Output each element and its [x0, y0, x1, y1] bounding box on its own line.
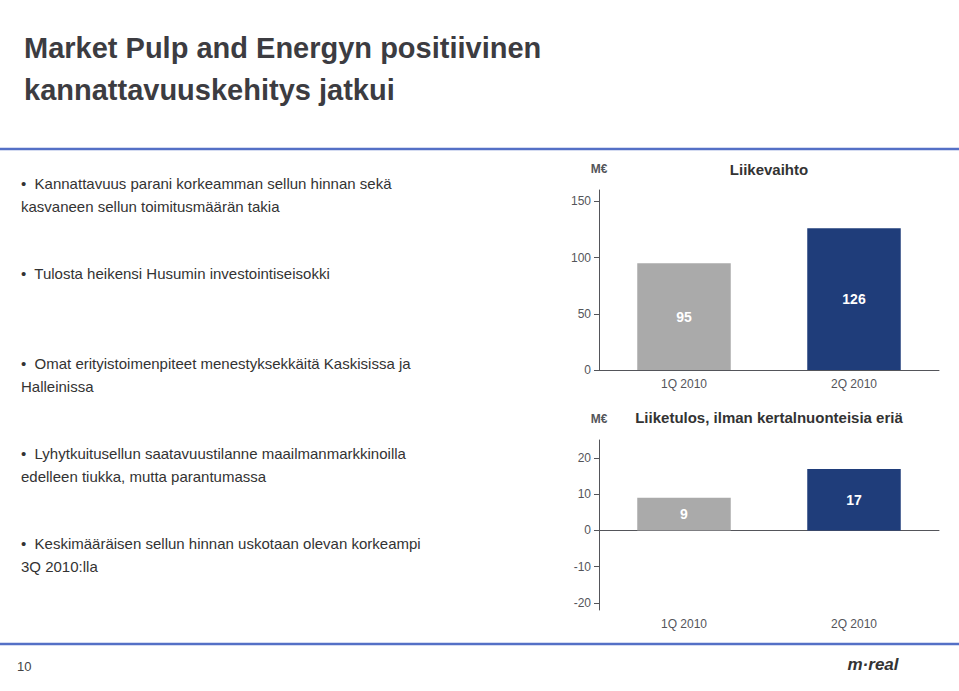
svg-text:Market Pulp and Energyn positi: Market Pulp and Energyn positiivinen	[24, 32, 541, 64]
svg-text:100: 100	[571, 251, 591, 265]
svg-text:-10: -10	[574, 560, 592, 574]
svg-text:• Kannattavuus parani korkeam: • Kannattavuus parani korkeamman sellun …	[21, 175, 392, 192]
svg-text:17: 17	[846, 492, 862, 508]
svg-text:M€: M€	[591, 412, 608, 426]
svg-text:2Q 2010: 2Q 2010	[831, 377, 877, 391]
svg-text:2Q 2010: 2Q 2010	[831, 617, 877, 631]
svg-text:126: 126	[842, 291, 866, 307]
svg-text:Liiketulos, ilman kertalnuonte: Liiketulos, ilman kertalnuonteisia eriä	[635, 409, 903, 426]
svg-text:kannattavuuskehitys jatkui: kannattavuuskehitys jatkui	[24, 74, 395, 106]
svg-text:m·real: m·real	[847, 655, 899, 674]
svg-text:• Omat erityistoimenpiteet me: • Omat erityistoimenpiteet menestyksekkä…	[21, 355, 411, 372]
svg-text:95: 95	[676, 309, 692, 325]
svg-text:20: 20	[578, 451, 592, 465]
svg-text:10: 10	[578, 487, 592, 501]
svg-text:50: 50	[578, 307, 592, 321]
svg-text:kasvaneen sellun toimitusmäärä: kasvaneen sellun toimitusmäärän takia	[21, 198, 280, 215]
svg-text:-20: -20	[574, 596, 592, 610]
svg-text:150: 150	[571, 194, 591, 208]
svg-text:0: 0	[584, 363, 591, 377]
svg-text:1Q 2010: 1Q 2010	[661, 377, 707, 391]
svg-text:Liikevaihto: Liikevaihto	[730, 161, 808, 178]
svg-text:10: 10	[17, 659, 31, 674]
svg-text:• Keskimääräisen sellun hinna: • Keskimääräisen sellun hinnan uskotaan …	[21, 535, 421, 552]
svg-text:M€: M€	[591, 162, 608, 176]
svg-text:Halleinissa: Halleinissa	[21, 378, 94, 395]
svg-text:3Q 2010:lla: 3Q 2010:lla	[21, 558, 98, 575]
svg-text:1Q 2010: 1Q 2010	[661, 617, 707, 631]
svg-text:• Tulosta heikensi Husumin in: • Tulosta heikensi Husumin investointise…	[21, 265, 330, 282]
svg-text:• Lyhytkuitusellun saatavuust: • Lyhytkuitusellun saatavuustilanne maai…	[21, 445, 407, 462]
svg-text:edelleen tiukka, mutta parantu: edelleen tiukka, mutta parantumassa	[21, 468, 267, 485]
svg-text:9: 9	[680, 506, 688, 522]
svg-text:0: 0	[584, 523, 591, 537]
